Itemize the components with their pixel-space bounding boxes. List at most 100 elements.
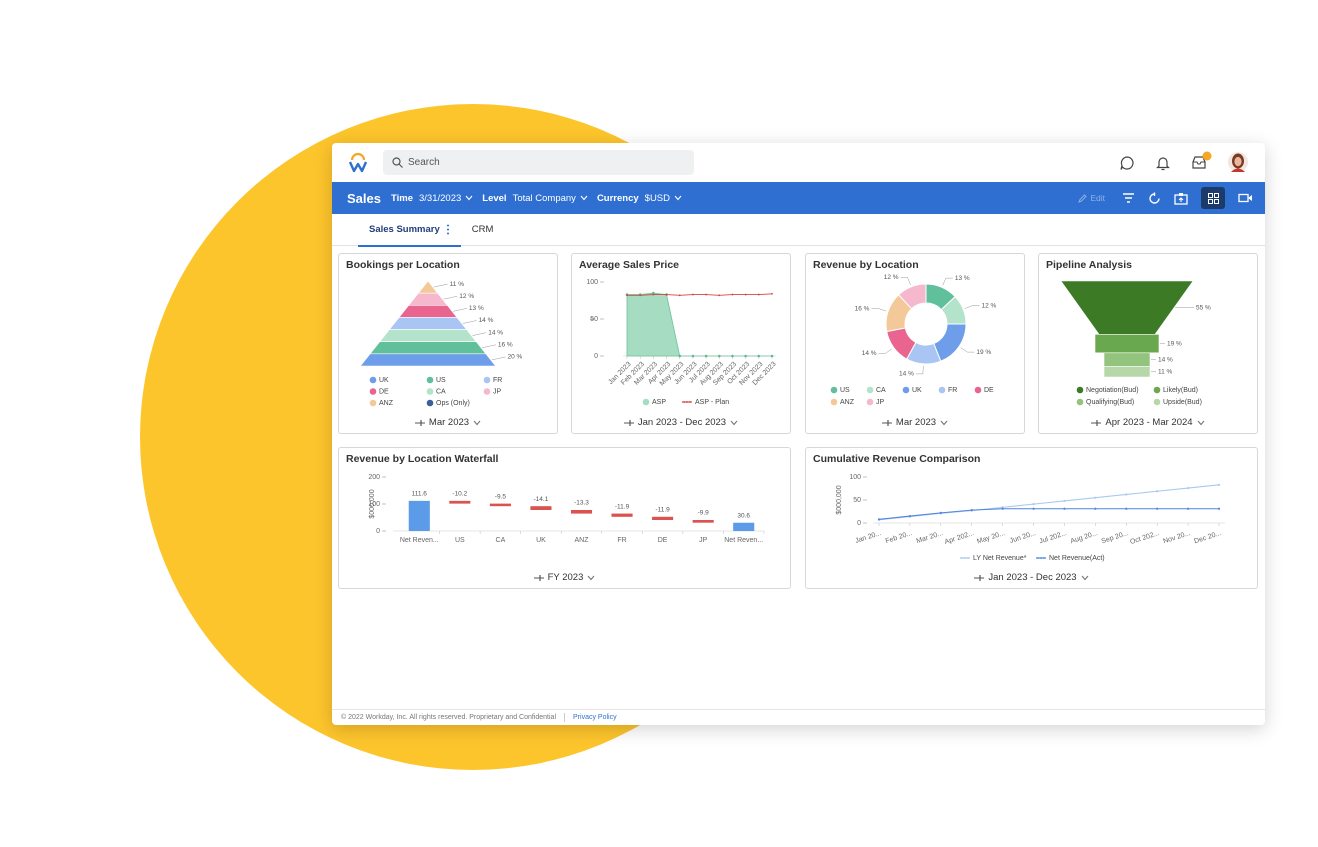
- legend-swatch: [974, 386, 982, 394]
- legend-label: FR: [948, 387, 957, 394]
- point: [626, 294, 628, 297]
- period-icon: [974, 574, 985, 581]
- edit-button[interactable]: Edit: [1078, 193, 1109, 203]
- point: [1094, 496, 1097, 499]
- chevron-icon: [465, 195, 473, 201]
- video-icon[interactable]: [1238, 193, 1253, 203]
- funnel-layer: [1103, 366, 1151, 378]
- legend-swatch-dot: [689, 401, 691, 403]
- x-tick-label: UK: [536, 537, 546, 544]
- data-label: 12 %: [981, 302, 996, 309]
- period-selector[interactable]: Jan 2023 - Dec 2023: [806, 572, 1257, 583]
- period-label: Mar 2023: [428, 417, 470, 428]
- pyramid-layer: [369, 341, 487, 355]
- filter-label: Level: [482, 192, 507, 204]
- point: [771, 292, 773, 295]
- legend-label: LY Net Revenue*: [973, 555, 1027, 562]
- filter-icon[interactable]: [1122, 192, 1135, 204]
- data-label: 13 %: [469, 305, 484, 312]
- logo[interactable]: [347, 151, 369, 173]
- legend-swatch-dot: [686, 401, 688, 403]
- x-tick-label: Jun 20...: [1009, 530, 1037, 545]
- leader-line: [481, 344, 496, 349]
- period-selector[interactable]: Jan 2023 - Dec 2023: [572, 417, 790, 428]
- point: [1125, 507, 1128, 510]
- leader-line: [964, 305, 980, 309]
- tab-label: CRM: [471, 223, 494, 235]
- point: [705, 293, 707, 296]
- x-tick-label: Mar 20...: [916, 530, 944, 545]
- legend-label: Negotiation(Bud): [1086, 387, 1139, 394]
- period-selector[interactable]: Apr 2023 - Mar 2024: [1039, 417, 1257, 428]
- chart: 0 100 200 $000,000 111.6 Net Reven... -10.2 US -…: [368, 474, 765, 544]
- search-box[interactable]: Search: [383, 150, 694, 175]
- x-tick-label: Sep 20...: [1101, 530, 1130, 545]
- legend-swatch: [642, 398, 650, 406]
- data-label: 11 %: [450, 281, 465, 288]
- bar: [611, 513, 633, 517]
- filter-value[interactable]: 3/31/2023: [419, 192, 462, 204]
- bell-icon[interactable]: [1156, 155, 1170, 171]
- grid-view-button[interactable]: [1201, 187, 1225, 209]
- privacy-link[interactable]: Privacy Policy: [573, 714, 617, 721]
- legend-label: CA: [436, 388, 446, 395]
- legend-label: UK: [912, 387, 922, 394]
- data-label: 11 %: [1158, 368, 1173, 375]
- y-tick-label: 100: [368, 501, 380, 508]
- avatar[interactable]: [1227, 151, 1249, 173]
- chat-icon[interactable]: [1119, 155, 1135, 171]
- period-label: Apr 2023 - Mar 2024: [1105, 417, 1193, 428]
- chevron-icon: [940, 420, 948, 425]
- widget-title: Average Sales Price: [579, 259, 680, 271]
- period-icon: [414, 419, 425, 426]
- legend-swatch: [1153, 386, 1161, 394]
- inbox-icon[interactable]: [1191, 151, 1213, 171]
- data-label: -9.5: [495, 493, 507, 500]
- chart: 11 % 12 % 13 % 14 % 14 % 16 % 20 % UK US FR DE CA JP…: [359, 280, 523, 407]
- legend-label: CA: [876, 387, 886, 394]
- tab-menu-icon[interactable]: [446, 224, 450, 235]
- tab[interactable]: Sales Summary: [358, 214, 461, 247]
- funnel-layer: [1060, 280, 1194, 335]
- widget-title: Bookings per Location: [346, 259, 460, 271]
- widget-title: Revenue by Location Waterfall: [346, 453, 499, 465]
- x-tick-label: US: [455, 537, 465, 544]
- widget-title: Cumulative Revenue Comparison: [813, 453, 981, 465]
- legend-swatch-dot: [1043, 557, 1045, 559]
- legend-swatch: [902, 386, 910, 394]
- export-icon[interactable]: [1174, 192, 1188, 205]
- point: [692, 293, 694, 296]
- data-label: 14 %: [479, 317, 494, 324]
- filter-value[interactable]: Total Company: [512, 192, 576, 204]
- leader-line: [462, 320, 477, 324]
- legend-swatch: [483, 376, 491, 384]
- point: [970, 509, 973, 512]
- x-tick-label: Apr 202...: [944, 530, 975, 546]
- chart: 0 50 100 $000,000 Jan 20... Feb 20... Mar 20..…: [836, 474, 1225, 562]
- period-selector[interactable]: Mar 2023: [339, 417, 557, 428]
- legend-swatch: [1153, 398, 1161, 406]
- period-icon: [623, 419, 634, 426]
- refresh-icon[interactable]: [1148, 192, 1161, 205]
- tab[interactable]: CRM: [461, 214, 505, 245]
- point: [939, 511, 942, 514]
- chevron: [730, 420, 738, 425]
- point: [1156, 507, 1159, 510]
- y-tick-label: 0: [376, 528, 380, 535]
- period-selector[interactable]: Mar 2023: [806, 417, 1024, 428]
- data-label: 12 %: [884, 274, 899, 281]
- legend-label: JP: [876, 399, 885, 406]
- legend-swatch: [483, 388, 491, 395]
- data-label: 14 %: [862, 350, 877, 357]
- point: [1125, 493, 1128, 496]
- data-label: 55 %: [1196, 304, 1211, 311]
- filter-value[interactable]: $USD: [644, 192, 670, 204]
- bar: [733, 522, 755, 531]
- period-selector[interactable]: FY 2023: [339, 572, 790, 583]
- legend-label: JP: [493, 388, 502, 395]
- point: [770, 354, 774, 358]
- edit-icon: [1078, 193, 1088, 203]
- search-icon: [392, 157, 403, 168]
